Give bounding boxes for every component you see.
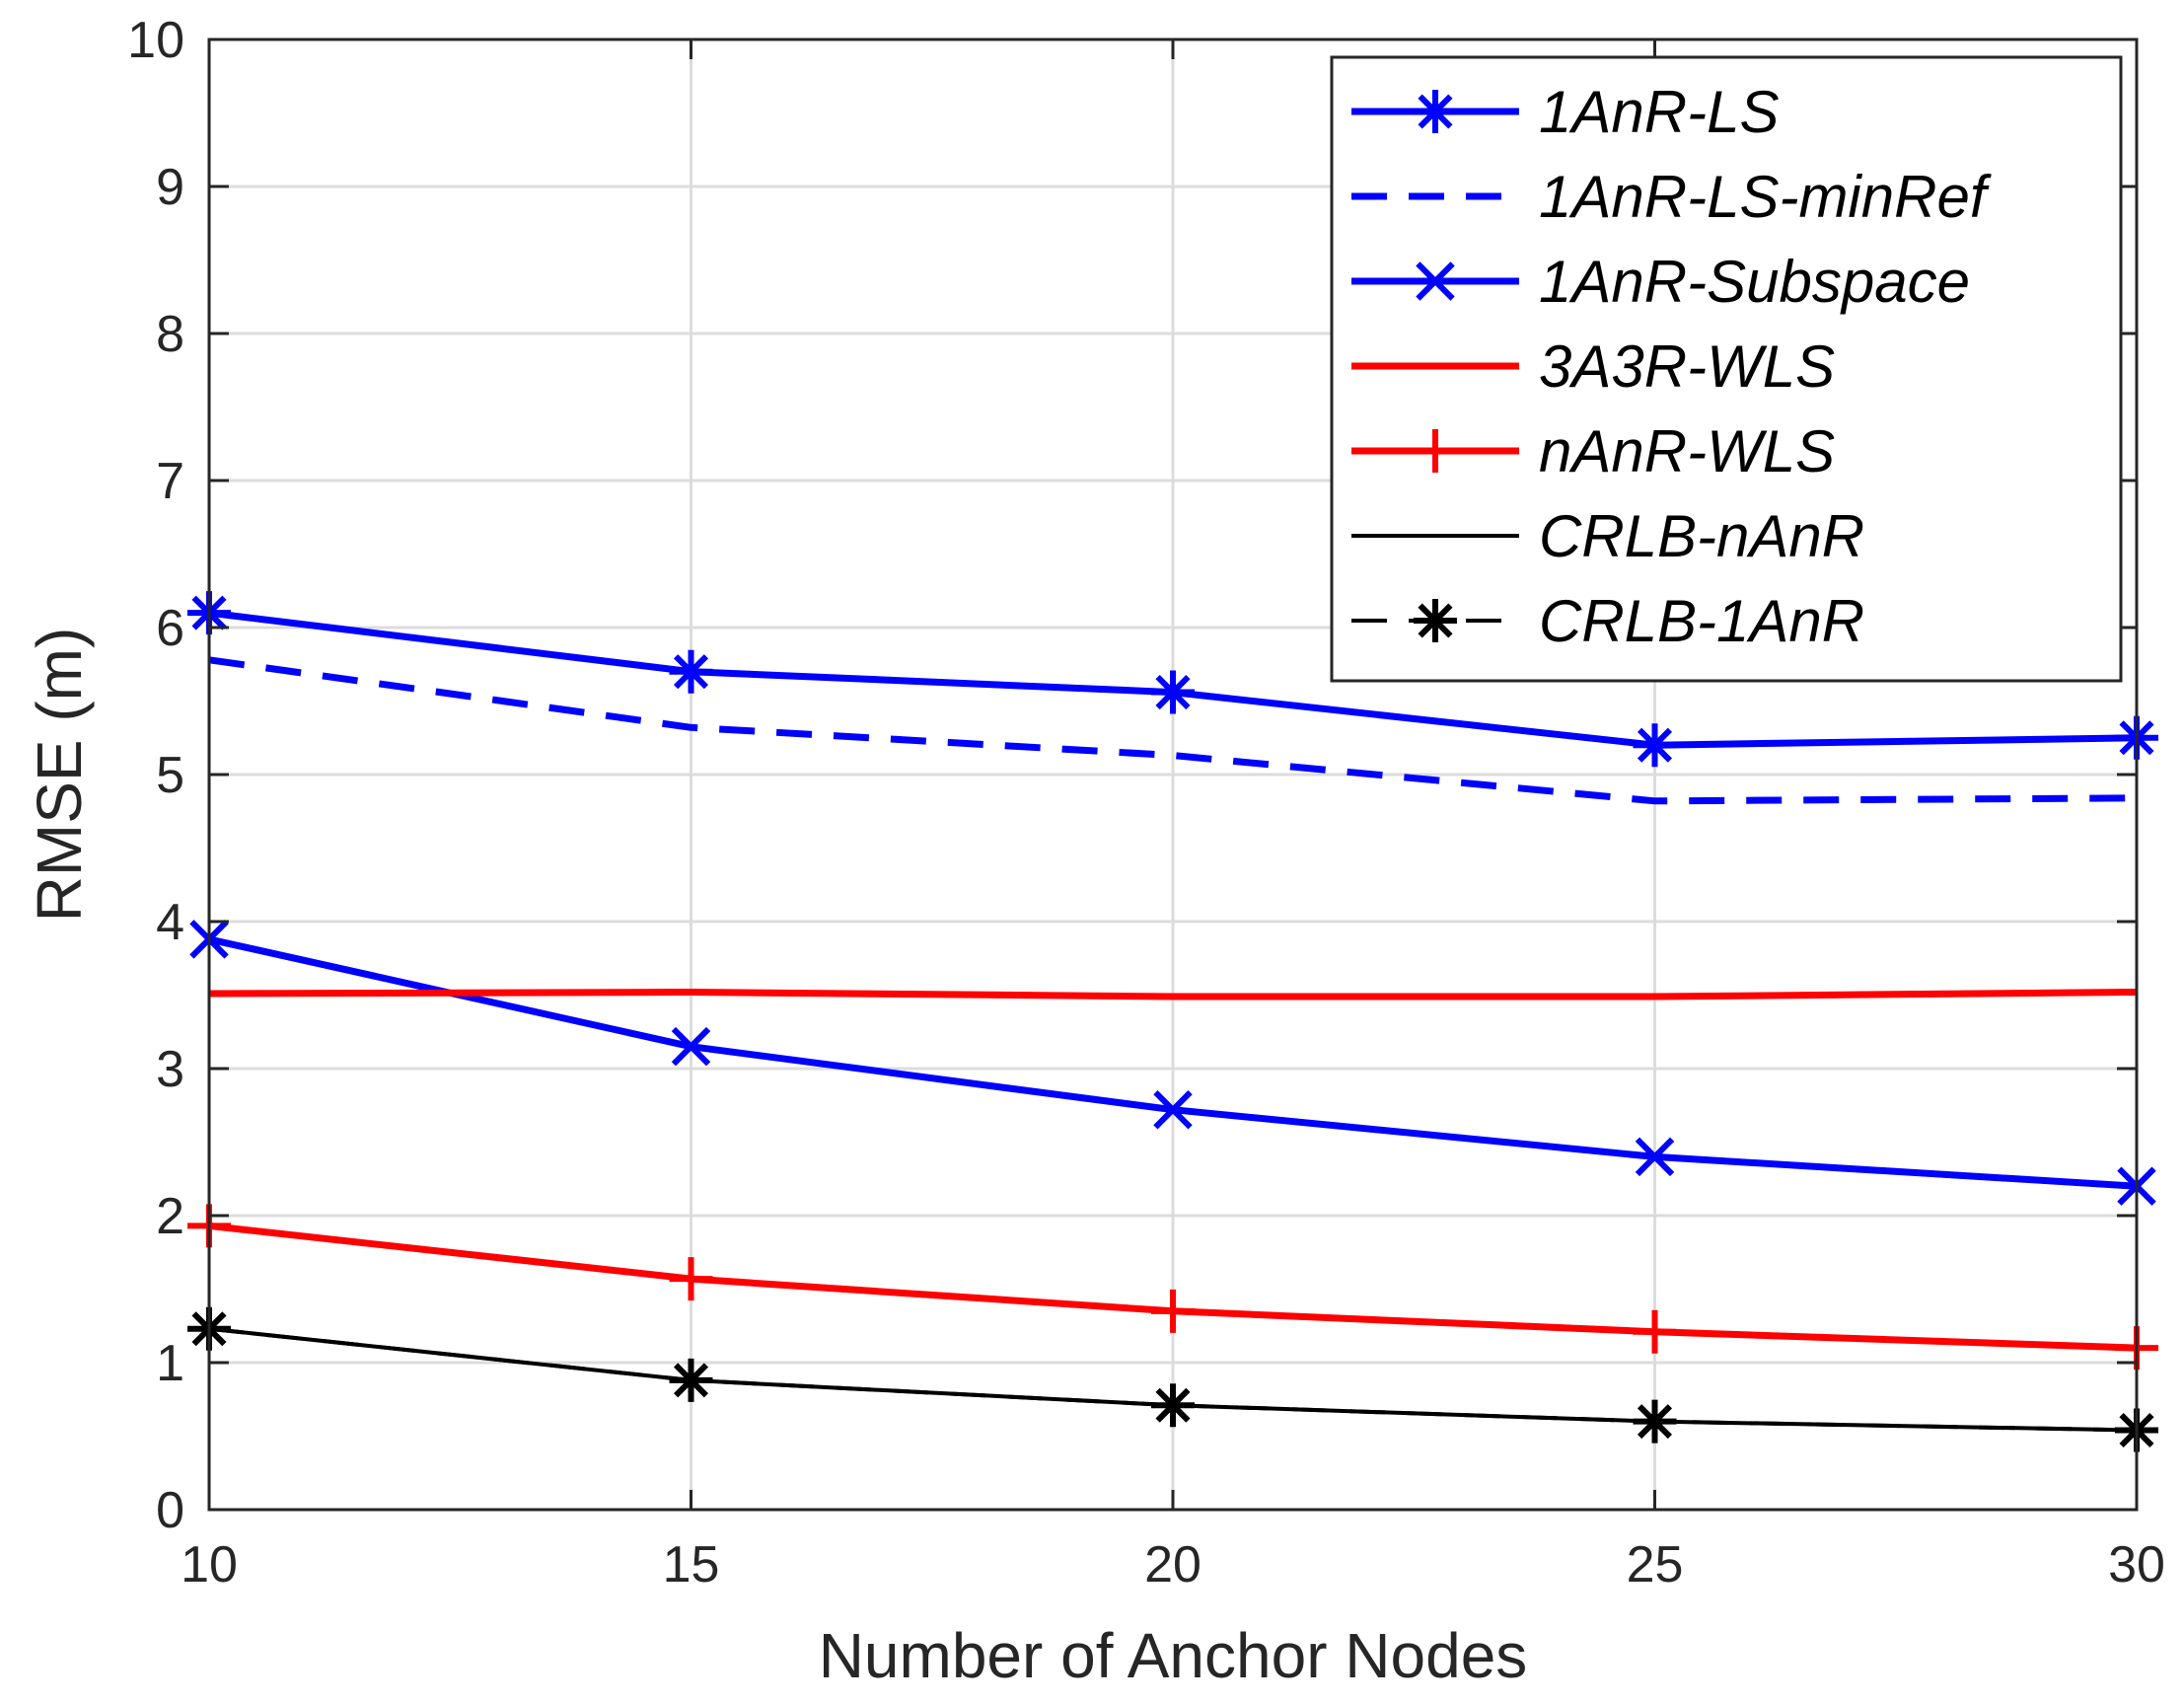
legend-marker	[1414, 599, 1457, 642]
data-point-nanr-wls	[1151, 1289, 1195, 1333]
data-point-nanr-wls	[669, 1257, 713, 1301]
data-point-nanr-wls	[1633, 1309, 1677, 1354]
y-tick-label: 2	[156, 1188, 184, 1245]
x-axis-label: Number of Anchor Nodes	[819, 1620, 1528, 1691]
x-tick-label: 25	[1627, 1536, 1684, 1594]
legend-item-1anr-ls-minref: 1AnR-LS-minRef	[1351, 164, 1992, 230]
y-tick-label: 9	[156, 159, 184, 216]
y-tick-label: 4	[156, 894, 184, 951]
legend-marker	[1414, 429, 1457, 473]
y-axis-label: RMSE (m)	[24, 628, 95, 923]
data-point-crlb-1anr	[1633, 1399, 1677, 1444]
x-tick-label: 15	[663, 1536, 720, 1594]
legend: 1AnR-LS 1AnR-LS-minRef 1AnR-Subspace 3A3R-W…	[1330, 55, 2123, 683]
series-1anr-ls-minref	[208, 656, 2138, 805]
legend-label: CRLB-1AnR	[1539, 588, 1864, 654]
series-line-1anr-ls-minref	[208, 656, 2138, 805]
legend-marker	[1416, 261, 1455, 301]
legend-label: nAnR-WLS	[1539, 418, 1835, 484]
series-line-3a3r-wls	[208, 989, 2138, 1001]
legend-item-nanr-wls: nAnR-WLS	[1351, 418, 1835, 484]
data-point-1anr-subspace	[1635, 1137, 1675, 1177]
y-tick-label: 6	[156, 600, 184, 657]
series-group	[187, 591, 2158, 1452]
legend-item-1anr-subspace: 1AnR-Subspace	[1351, 249, 1970, 315]
data-point-1anr-subspace	[671, 1026, 711, 1067]
data-point-1anr-ls	[669, 649, 713, 694]
legend-label: 3A3R-WLS	[1539, 334, 1835, 400]
x-tick-label: 30	[2108, 1536, 2165, 1594]
legend-label: 1AnR-Subspace	[1539, 249, 1970, 315]
y-tick-label: 7	[156, 453, 184, 510]
legend-marker	[1414, 90, 1457, 133]
legend-item-crlb-1anr: CRLB-1AnR	[1351, 588, 1864, 654]
axis-ticks: 10 15 20 25 30 0 1 2 3 4 5 6 7 8 9 10	[127, 12, 2165, 1594]
y-tick-label: 8	[156, 306, 184, 363]
series-line-crlb-1anr	[208, 1326, 2138, 1433]
legend-item-3a3r-wls: 3A3R-WLS	[1351, 334, 1835, 400]
data-point-1anr-ls	[1151, 670, 1195, 714]
x-tick-label: 10	[181, 1536, 238, 1594]
y-tick-label: 5	[156, 747, 184, 804]
data-point-1anr-subspace	[1153, 1089, 1193, 1130]
legend-label: 1AnR-LS-minRef	[1539, 164, 1992, 230]
data-point-1anr-ls	[1633, 723, 1677, 768]
legend-item-crlb-nanr: CRLB-nAnR	[1351, 503, 1864, 569]
legend-label: 1AnR-LS	[1539, 79, 1779, 145]
y-tick-label: 3	[156, 1041, 184, 1098]
data-point-crlb-1anr	[1151, 1383, 1195, 1428]
y-tick-label: 10	[127, 12, 184, 69]
y-tick-label: 0	[156, 1482, 184, 1539]
data-point-crlb-1anr	[669, 1358, 713, 1402]
y-tick-label: 1	[156, 1335, 184, 1392]
series-3a3r-wls	[208, 989, 2138, 1001]
legend-item-1anr-ls: 1AnR-LS	[1351, 79, 1779, 145]
legend-label: CRLB-nAnR	[1539, 503, 1864, 569]
x-tick-label: 20	[1144, 1536, 1201, 1594]
